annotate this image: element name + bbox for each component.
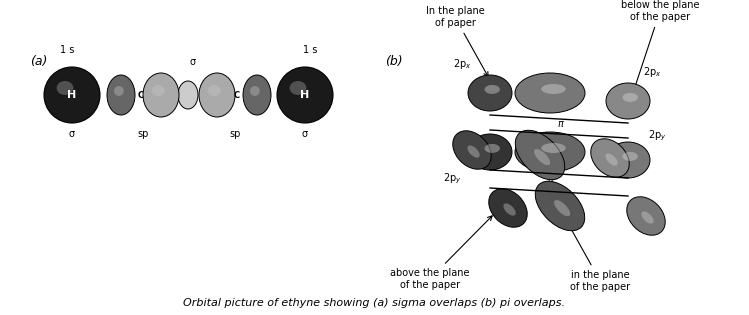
Text: in the plane
of the paper: in the plane of the paper: [567, 221, 630, 292]
Text: (a): (a): [30, 55, 47, 68]
Text: σ: σ: [302, 129, 308, 139]
Text: 1 s: 1 s: [60, 45, 74, 55]
Ellipse shape: [277, 67, 333, 123]
Text: π: π: [547, 174, 553, 184]
Text: π: π: [557, 132, 563, 142]
Text: π: π: [557, 119, 563, 129]
Ellipse shape: [605, 153, 618, 166]
Text: H: H: [300, 90, 309, 100]
Text: In the plane
of paper: In the plane of paper: [425, 6, 488, 77]
Ellipse shape: [452, 131, 491, 169]
Ellipse shape: [152, 85, 165, 96]
Ellipse shape: [515, 132, 585, 172]
Text: H: H: [67, 90, 76, 100]
Ellipse shape: [467, 146, 479, 158]
Ellipse shape: [114, 86, 124, 96]
Text: 2p$_y$: 2p$_y$: [443, 172, 462, 186]
Ellipse shape: [606, 142, 650, 178]
Text: C: C: [138, 90, 144, 100]
Ellipse shape: [44, 67, 100, 123]
Ellipse shape: [515, 130, 565, 180]
Ellipse shape: [178, 81, 198, 109]
Ellipse shape: [199, 73, 235, 117]
Ellipse shape: [243, 75, 271, 115]
Ellipse shape: [622, 93, 638, 102]
Text: 2p$_x$: 2p$_x$: [643, 65, 661, 79]
Ellipse shape: [536, 181, 585, 231]
Text: Orbital picture of ethyne showing (a) sigma overlaps (b) pi overlaps.: Orbital picture of ethyne showing (a) si…: [183, 298, 565, 308]
Ellipse shape: [290, 81, 306, 95]
Ellipse shape: [591, 139, 629, 177]
Ellipse shape: [57, 81, 73, 95]
Ellipse shape: [606, 83, 650, 119]
Text: C: C: [234, 90, 240, 100]
Text: π: π: [547, 190, 553, 200]
Ellipse shape: [468, 134, 512, 170]
Text: (b): (b): [385, 55, 403, 68]
Ellipse shape: [542, 143, 565, 153]
Text: 1 s: 1 s: [303, 45, 317, 55]
Ellipse shape: [641, 211, 654, 224]
Ellipse shape: [534, 149, 551, 165]
Ellipse shape: [143, 73, 179, 117]
Ellipse shape: [485, 144, 500, 153]
Ellipse shape: [489, 189, 527, 227]
Text: sp: sp: [137, 129, 149, 139]
Ellipse shape: [183, 89, 190, 96]
Ellipse shape: [503, 203, 516, 216]
Text: 2p$_y$: 2p$_y$: [648, 129, 667, 143]
Ellipse shape: [515, 73, 585, 113]
Ellipse shape: [208, 85, 221, 96]
Text: above the plane
of the paper: above the plane of the paper: [390, 216, 492, 289]
Ellipse shape: [107, 75, 135, 115]
Text: 2p$_x$: 2p$_x$: [453, 57, 472, 71]
Ellipse shape: [627, 197, 665, 235]
Ellipse shape: [468, 75, 512, 111]
Text: sp: sp: [229, 129, 240, 139]
Text: below the plane
of the paper: below the plane of the paper: [621, 0, 700, 104]
Ellipse shape: [250, 86, 260, 96]
Ellipse shape: [622, 152, 638, 161]
Text: σ: σ: [190, 57, 196, 67]
Ellipse shape: [542, 84, 565, 94]
Text: σ: σ: [69, 129, 75, 139]
Ellipse shape: [554, 200, 570, 216]
Ellipse shape: [485, 85, 500, 94]
